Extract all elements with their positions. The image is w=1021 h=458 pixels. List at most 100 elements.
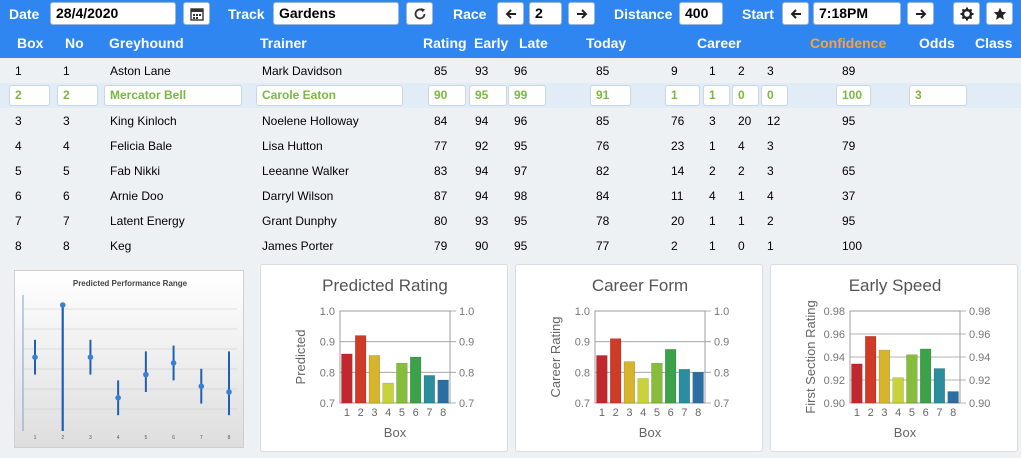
greyhound-name: Aston Lane bbox=[110, 64, 171, 78]
career-seconds: 2 bbox=[738, 164, 745, 178]
table-row[interactable]: 6 6 Arnie Doo Darryl Wilson 87 94 98 84 … bbox=[0, 183, 1021, 208]
box-field[interactable]: 2 bbox=[9, 85, 50, 106]
bar bbox=[610, 338, 622, 404]
rating-field[interactable]: 90 bbox=[428, 85, 466, 106]
table-row[interactable]: 5 5 Fab Nikki Leeanne Walker 83 94 97 82… bbox=[0, 158, 1021, 183]
x-axis-label: Box bbox=[894, 425, 917, 440]
date-input[interactable]: 28/4/2020 bbox=[50, 2, 176, 25]
career-starts: 11 bbox=[671, 189, 684, 203]
range-tick-label: 5 bbox=[144, 435, 147, 441]
col-trainer[interactable]: Trainer bbox=[260, 35, 307, 51]
career-thirds: 4 bbox=[767, 189, 774, 203]
bar bbox=[651, 362, 663, 404]
early-value: 94 bbox=[475, 114, 489, 128]
table-row[interactable]: 8 8 Keg James Porter 79 90 95 77 2 1 0 1… bbox=[0, 233, 1021, 258]
bar bbox=[437, 379, 449, 404]
col-confidence[interactable]: Confidence bbox=[810, 35, 887, 51]
range-point bbox=[226, 389, 232, 395]
career-wins: 1 bbox=[709, 139, 716, 153]
race-input[interactable]: 2 bbox=[529, 2, 562, 25]
career-wins: 3 bbox=[709, 114, 716, 128]
table-row[interactable]: 4 4 Felicia Bale Lisa Hutton 77 92 95 76… bbox=[0, 133, 1021, 158]
career-starts: 2 bbox=[671, 239, 678, 253]
career-thirds: 3 bbox=[767, 64, 774, 78]
x-tick-label: 1 bbox=[854, 407, 860, 419]
start-next-button[interactable] bbox=[907, 2, 934, 25]
early-value: 92 bbox=[475, 139, 489, 153]
x-tick-label: 6 bbox=[668, 407, 674, 419]
start-prev-button[interactable] bbox=[782, 2, 809, 25]
odds-field[interactable]: 3 bbox=[909, 85, 967, 106]
y-tick-label-right: 0.92 bbox=[969, 375, 990, 387]
y-axis-label: Career Rating bbox=[548, 317, 563, 398]
race-label: Race bbox=[453, 6, 487, 22]
career-thirds: 12 bbox=[767, 114, 781, 128]
x-tick-label: 4 bbox=[640, 407, 646, 419]
col-box[interactable]: Box bbox=[17, 35, 44, 51]
gear-icon bbox=[960, 7, 973, 20]
greyhound-field[interactable]: Mercator Bell bbox=[104, 85, 242, 106]
box-value: 6 bbox=[15, 189, 22, 203]
career-thirds: 1 bbox=[767, 239, 774, 253]
y-tick-label-right: 0.7 bbox=[459, 398, 474, 410]
career-wins-field[interactable]: 1 bbox=[703, 85, 730, 106]
table-row[interactable]: 1 1 Aston Lane Mark Davidson 85 93 96 85… bbox=[0, 58, 1021, 83]
col-odds[interactable]: Odds bbox=[919, 35, 955, 51]
rating-value: 79 bbox=[434, 239, 448, 253]
col-class[interactable]: Class bbox=[975, 35, 1013, 51]
late-value: 95 bbox=[514, 239, 528, 253]
today-field[interactable]: 91 bbox=[590, 85, 631, 106]
bar bbox=[892, 377, 904, 404]
career-form-chart: Career Form 0.7 0.7 0.8 0.8 0.9 0.9 1.0 1.0 1 2 3 4 5… bbox=[515, 264, 763, 452]
rating-value: 80 bbox=[434, 214, 448, 228]
y-tick-label-right: 0.9 bbox=[459, 337, 474, 349]
col-late[interactable]: Late bbox=[519, 35, 548, 51]
bar bbox=[368, 355, 380, 404]
rating-value: 77 bbox=[434, 139, 448, 153]
bar bbox=[692, 372, 704, 404]
settings-button[interactable] bbox=[953, 2, 980, 25]
trainer-field[interactable]: Carole Eaton bbox=[256, 85, 403, 106]
bar bbox=[596, 355, 608, 404]
y-tick-label: 0.8 bbox=[320, 367, 335, 379]
box-value: 8 bbox=[15, 239, 22, 253]
late-field[interactable]: 99 bbox=[508, 85, 546, 106]
race-next-button[interactable] bbox=[568, 2, 595, 25]
col-no[interactable]: No bbox=[65, 35, 84, 51]
confidence-field[interactable]: 100 bbox=[836, 85, 871, 106]
calendar-button[interactable] bbox=[183, 2, 210, 25]
performance-range-chart: Predicted Performance Range 1 2 3 4 5 6 7 8 bbox=[14, 270, 244, 448]
no-value: 6 bbox=[63, 189, 70, 203]
range-tick-label: 6 bbox=[172, 435, 175, 441]
col-career[interactable]: Career bbox=[697, 35, 742, 51]
distance-input[interactable]: 400 bbox=[679, 2, 723, 25]
race-prev-button[interactable] bbox=[497, 2, 524, 25]
table-row-selected[interactable]: 2 2 Mercator Bell Carole Eaton 90 95 99 … bbox=[0, 83, 1021, 108]
refresh-button[interactable] bbox=[406, 2, 433, 25]
early-field[interactable]: 95 bbox=[469, 85, 507, 106]
x-tick-label: 4 bbox=[895, 407, 901, 419]
track-input[interactable]: Gardens bbox=[273, 2, 399, 25]
col-greyhound[interactable]: Greyhound bbox=[109, 35, 184, 51]
range-tick-label: 2 bbox=[61, 435, 64, 441]
col-today[interactable]: Today bbox=[586, 35, 627, 51]
no-field[interactable]: 2 bbox=[57, 85, 98, 106]
career-wins: 1 bbox=[709, 214, 716, 228]
bar bbox=[637, 378, 649, 404]
favorite-button[interactable] bbox=[986, 2, 1013, 25]
career-starts-field[interactable]: 1 bbox=[665, 85, 700, 106]
range-point bbox=[198, 383, 205, 389]
rating-value: 85 bbox=[434, 64, 448, 78]
career-seconds-field[interactable]: 0 bbox=[732, 85, 759, 106]
start-time-input[interactable]: 7:18PM bbox=[813, 2, 901, 25]
table-row[interactable]: 7 7 Latent Energy Grant Dunphy 80 93 95 … bbox=[0, 208, 1021, 233]
greyhound-name: Latent Energy bbox=[110, 214, 185, 228]
career-starts: 14 bbox=[671, 164, 685, 178]
career-thirds-field[interactable]: 0 bbox=[761, 85, 788, 106]
x-tick-label: 8 bbox=[950, 407, 956, 419]
col-rating[interactable]: Rating bbox=[423, 35, 467, 51]
table-row[interactable]: 3 3 King Kinloch Noelene Holloway 84 94 … bbox=[0, 108, 1021, 133]
y-tick-label: 0.9 bbox=[320, 337, 335, 349]
y-tick-label-right: 0.94 bbox=[969, 352, 990, 364]
col-early[interactable]: Early bbox=[474, 35, 509, 51]
